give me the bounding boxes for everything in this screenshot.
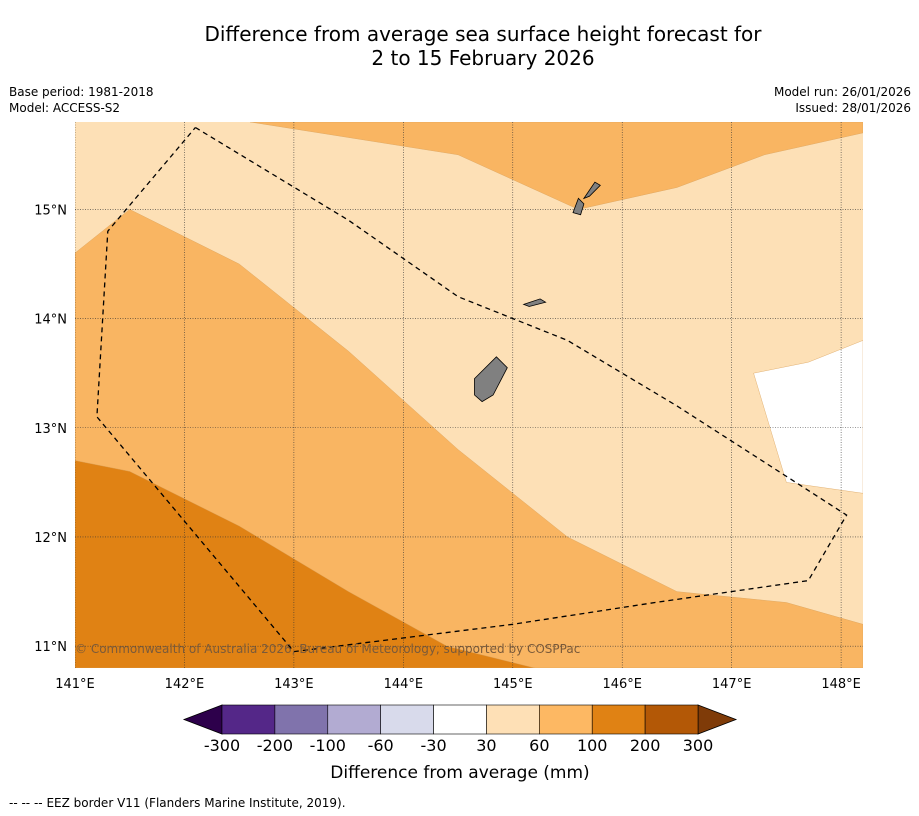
model-run: Model run: 26/01/2026	[773, 85, 911, 99]
colorbar-tick-label: 200	[630, 736, 661, 755]
model-name: Model: ACCESS-S2	[9, 101, 121, 115]
colorbar-tick-label: -60	[368, 736, 394, 755]
colorbar-swatch	[591, 704, 646, 735]
island-guam	[474, 356, 508, 403]
colorbar-swatch	[274, 704, 329, 735]
colorbar-tick-label: 300	[683, 736, 714, 755]
colorbar-tick-label: -30	[420, 736, 446, 755]
map-plot: © Commonwealth of Australia 2026, Bureau…	[75, 122, 863, 668]
colorbar-tick-label: -100	[310, 736, 346, 755]
lon-tick-label: 147°E	[712, 677, 752, 692]
map-axes: 141°E 142°E 143°E 144°E 145°E 146°E 147°E 148°E…	[34, 203, 861, 692]
map-title: Difference from average sea surface heig…	[0, 22, 919, 70]
lon-tick-label: 141°E	[55, 677, 95, 692]
colorbar-label: Difference from average (mm)	[330, 763, 589, 783]
colorbar-swatch	[221, 704, 276, 735]
base-period: Base period: 1981-2018	[9, 85, 154, 99]
title-line-2: 2 to 15 February 2026	[371, 46, 595, 70]
island-saipan	[582, 181, 601, 200]
colorbar-swatch	[539, 704, 593, 735]
colorbar-tick-label: -200	[257, 736, 293, 755]
island-rota	[522, 298, 547, 307]
colorbar-swatch	[433, 704, 487, 735]
band-100-200	[75, 460, 535, 668]
lon-tick-label: 144°E	[384, 677, 424, 692]
lat-tick-label: 13°N	[34, 422, 67, 437]
eez-legend-dashes: -- -- --	[9, 796, 43, 810]
copyright-text: © Commonwealth of Australia 2026, Bureau…	[75, 642, 580, 656]
colorbar-swatch	[486, 704, 540, 735]
colorbar-tick-label: 30	[476, 736, 496, 755]
colorbar-tick-label: 100	[577, 736, 608, 755]
lon-tick-label: 142°E	[165, 677, 205, 692]
lon-tick-label: 143°E	[274, 677, 314, 692]
colorbar: -300 -200 -100 -60 -30 30 60 100 200 300 Differenc…	[182, 704, 738, 783]
colorbar-under-arrow	[182, 704, 223, 735]
lon-tick-label: 146°E	[602, 677, 642, 692]
lat-tick-label: 14°N	[34, 313, 67, 328]
colorbar-over-arrow	[697, 704, 738, 735]
eez-legend-text: EEZ border V11 (Flanders Marine Institut…	[46, 796, 346, 810]
lon-tick-label: 145°E	[493, 677, 533, 692]
plot-area: © Commonwealth of Australia 2026, Bureau…	[75, 122, 863, 668]
colorbar-swatch	[644, 704, 699, 735]
title-line-1: Difference from average sea surface heig…	[204, 22, 762, 46]
colorbar-tick-label: 60	[529, 736, 549, 755]
meta-right: Model run: 26/01/2026 Issued: 28/01/2026	[774, 84, 911, 116]
eez-legend: -- -- -- EEZ border V11 (Flanders Marine…	[9, 796, 346, 810]
lat-tick-label: 15°N	[34, 203, 67, 218]
meta-left: Base period: 1981-2018 Model: ACCESS-S2	[9, 84, 154, 116]
lat-tick-label: 11°N	[34, 640, 67, 655]
lat-tick-label: 12°N	[34, 531, 67, 546]
colorbar-tick-label: -300	[204, 736, 240, 755]
colorbar-swatch	[380, 704, 434, 735]
issued-date: Issued: 28/01/2026	[795, 101, 911, 115]
island-tinian	[572, 197, 585, 216]
lon-tick-label: 148°E	[821, 677, 861, 692]
band-60-100-north	[250, 122, 863, 210]
colorbar-swatch	[327, 704, 381, 735]
